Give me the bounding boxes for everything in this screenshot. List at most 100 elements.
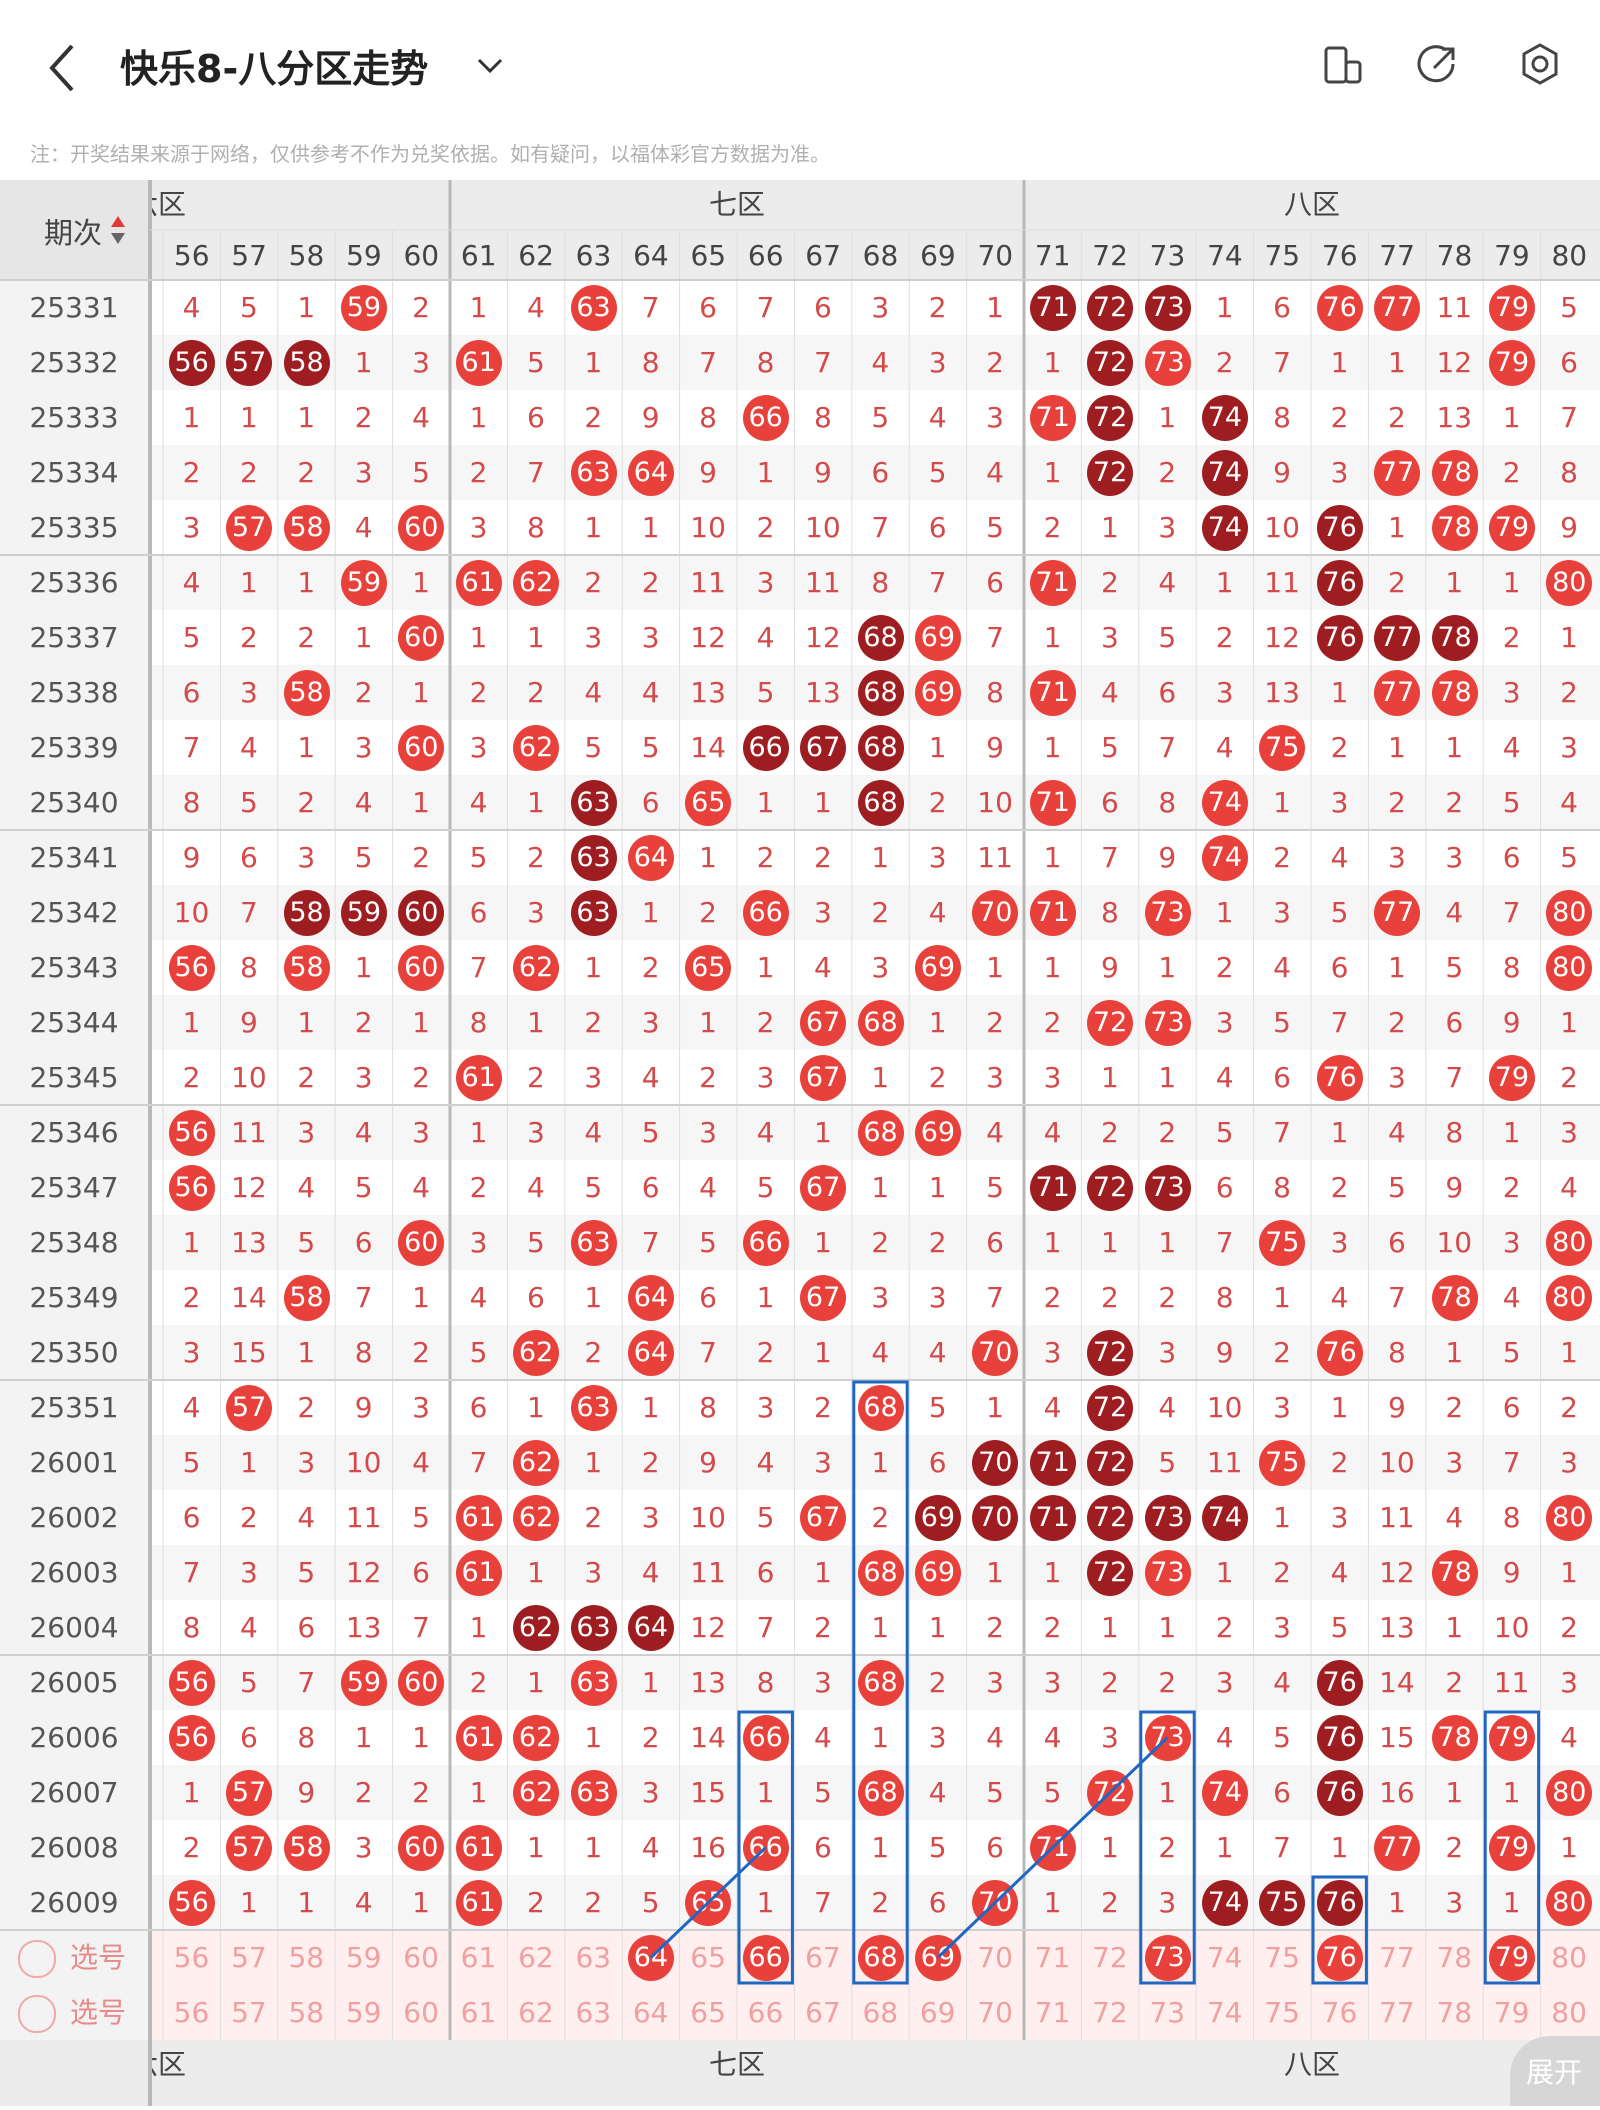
miss-count: 9 xyxy=(1502,1006,1521,1039)
miss-count: 2 xyxy=(469,1171,488,1204)
miss-count: 13 xyxy=(690,676,726,709)
drawn-ball: 72 xyxy=(1087,449,1134,496)
miss-count: 1 xyxy=(1330,1116,1349,1149)
miss-count: 1 xyxy=(584,951,603,984)
drawn-ball: 67 xyxy=(800,1274,847,1321)
miss-count: 2 xyxy=(1330,731,1349,764)
drawn-ball: 63 xyxy=(570,779,617,826)
miss-count: 4 xyxy=(354,786,373,819)
column-header-74: 74 xyxy=(1207,239,1243,272)
miss-count: 2 xyxy=(1100,1116,1119,1149)
miss-count: 1 xyxy=(1273,786,1291,819)
issue-number: 25339 xyxy=(29,731,119,764)
miss-count: 6 xyxy=(526,401,545,434)
miss-count: 3 xyxy=(526,1116,545,1149)
miss-count: 12 xyxy=(1436,346,1473,379)
miss-count: 8 xyxy=(1158,786,1177,819)
drawn-ball: 63 xyxy=(570,284,617,331)
column-header-76: 76 xyxy=(1321,239,1358,272)
drawn-ball: 64 xyxy=(627,449,674,496)
drawn-ball: 73 xyxy=(1144,999,1191,1046)
back-arrow-icon[interactable] xyxy=(44,40,80,96)
miss-count: 6 xyxy=(699,291,717,324)
miss-count: 10 xyxy=(231,1061,267,1094)
expand-button[interactable]: 展开 xyxy=(1510,2036,1600,2106)
issue-number: 25332 xyxy=(29,346,119,379)
miss-count: 3 xyxy=(641,1006,660,1039)
chevron-down-icon[interactable] xyxy=(476,56,504,76)
miss-count: 2 xyxy=(871,1226,890,1259)
drawn-ball: 63 xyxy=(570,834,617,881)
miss-count: 3 xyxy=(1502,1226,1521,1259)
miss-count: 1 xyxy=(756,1281,775,1314)
miss-count: 3 xyxy=(354,1061,373,1094)
drawn-ball: 61 xyxy=(455,559,502,606)
miss-count: 2 xyxy=(699,1061,717,1094)
miss-count: 8 xyxy=(986,676,1004,709)
column-header-56: 56 xyxy=(173,239,210,272)
drawn-ball: 73 xyxy=(1144,1164,1191,1211)
miss-count: 1 xyxy=(986,951,1004,984)
miss-count: 8 xyxy=(239,951,258,984)
miss-count: 1 xyxy=(297,1006,316,1039)
miss-count: 2 xyxy=(182,1061,201,1094)
drawn-ball: 75 xyxy=(1259,724,1306,771)
miss-count: 8 xyxy=(1215,1281,1234,1314)
miss-count: 1 xyxy=(1387,731,1406,764)
miss-count: 3 xyxy=(756,1061,775,1094)
drawn-ball: 78 xyxy=(1431,504,1478,551)
miss-count: 4 xyxy=(584,676,603,709)
miss-count: 2 xyxy=(1158,1116,1177,1149)
miss-count: 3 xyxy=(1445,841,1464,874)
miss-count: 7 xyxy=(986,1281,1004,1314)
drawn-ball: 74 xyxy=(1201,779,1248,826)
miss-count: 7 xyxy=(1100,841,1119,874)
miss-count: 10 xyxy=(1264,511,1300,544)
miss-count: 1 xyxy=(1330,676,1349,709)
miss-count: 7 xyxy=(1445,1061,1464,1094)
issue-number: 25335 xyxy=(29,511,119,544)
miss-count: 4 xyxy=(182,291,201,324)
column-header-65: 65 xyxy=(690,239,727,272)
miss-count: 1 xyxy=(412,786,430,819)
miss-count: 2 xyxy=(412,291,430,324)
miss-count: 1 xyxy=(1502,401,1521,434)
column-header-80: 80 xyxy=(1551,239,1588,272)
miss-count: 6 xyxy=(641,1171,660,1204)
miss-count: 6 xyxy=(813,291,832,324)
miss-count: 3 xyxy=(297,1116,316,1149)
miss-count: 4 xyxy=(699,1171,717,1204)
drawn-ball: 80 xyxy=(1546,1219,1593,1266)
column-header-75: 75 xyxy=(1264,239,1301,272)
miss-count: 2 xyxy=(297,456,316,489)
drawn-ball: 68 xyxy=(857,614,904,661)
miss-count: 7 xyxy=(641,1226,660,1259)
period-header[interactable]: 期次 xyxy=(0,180,148,280)
drawn-ball: 72 xyxy=(1087,1164,1134,1211)
sort-icon[interactable] xyxy=(110,214,126,246)
device-icon[interactable] xyxy=(1322,44,1364,86)
miss-count: 1 xyxy=(1502,566,1521,599)
column-header-62: 62 xyxy=(518,239,554,272)
miss-count: 4 xyxy=(1043,1116,1062,1149)
miss-count: 7 xyxy=(1560,401,1578,434)
miss-count: 5 xyxy=(1502,786,1521,819)
drawn-ball: 63 xyxy=(570,449,617,496)
miss-count: 6 xyxy=(986,1226,1004,1259)
miss-count: 1 xyxy=(928,1171,947,1204)
miss-count: 2 xyxy=(354,676,373,709)
drawn-ball: 56 xyxy=(168,1109,215,1156)
miss-count: 1 xyxy=(412,566,430,599)
zone-header-7: 七区 xyxy=(708,188,765,221)
drawn-ball: 66 xyxy=(742,1219,789,1266)
miss-count: 3 xyxy=(526,896,545,929)
drawn-ball: 60 xyxy=(398,724,445,771)
drawn-ball: 57 xyxy=(226,504,273,551)
share-icon[interactable] xyxy=(1416,44,1458,86)
miss-count: 6 xyxy=(354,1226,373,1259)
miss-count: 10 xyxy=(690,511,726,544)
miss-count: 4 xyxy=(1100,676,1119,709)
settings-icon[interactable] xyxy=(1518,42,1562,86)
miss-count: 1 xyxy=(1387,951,1406,984)
miss-count: 1 xyxy=(1215,566,1234,599)
